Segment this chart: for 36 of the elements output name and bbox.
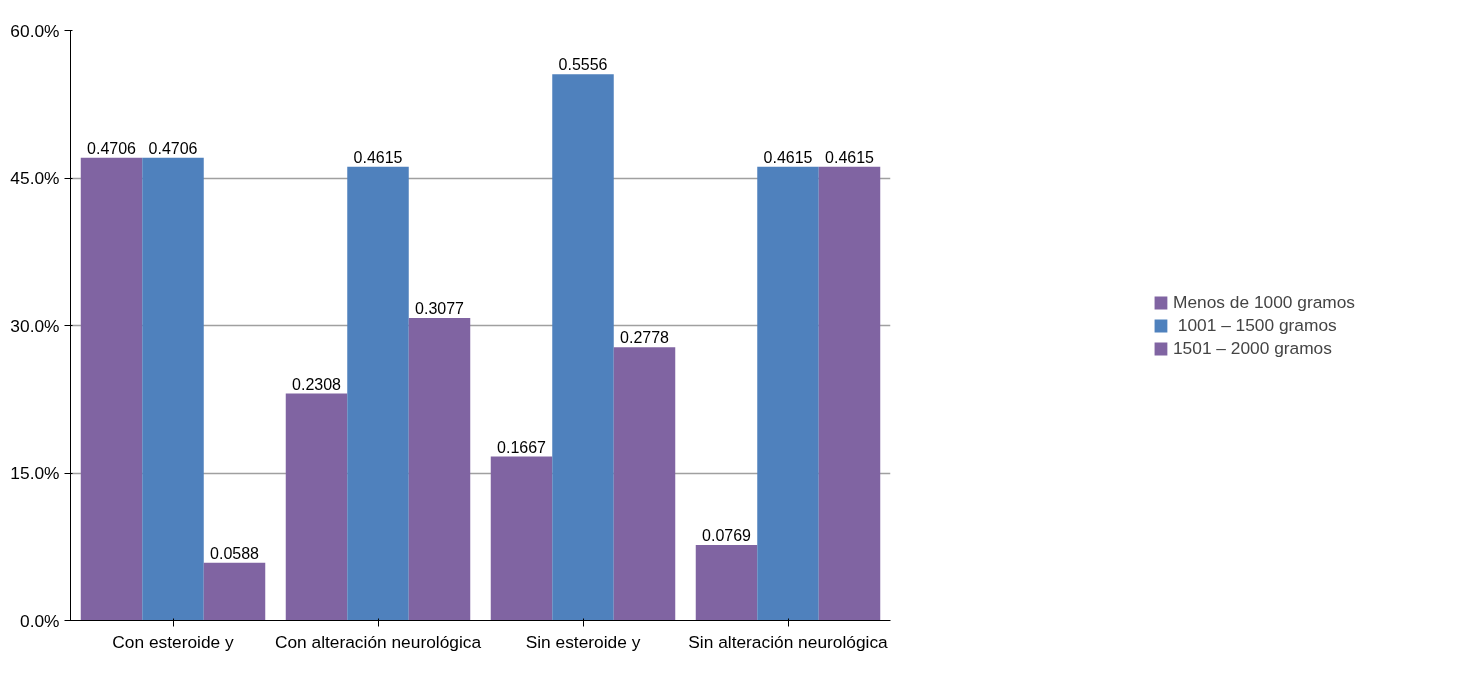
bar (142, 157, 204, 621)
bar (285, 393, 348, 621)
y-tick-label: 15.0% (10, 463, 60, 483)
bar (757, 166, 819, 621)
bar (695, 544, 758, 621)
y-tick-label: 45.0% (10, 168, 60, 188)
data-label: 0.4615 (763, 148, 813, 166)
data-label: 0.2308 (292, 375, 342, 393)
x-tick-label: Sin esteroide y (525, 631, 641, 652)
data-label: 0.4706 (148, 139, 198, 157)
x-tick-label: Con alteración neurológica (274, 631, 482, 652)
data-label: 0.4615 (825, 148, 875, 166)
data-label: 0.4706 (87, 139, 137, 157)
data-label: 0.3077 (415, 299, 465, 317)
data-label: 0.5556 (558, 56, 608, 74)
bar (203, 562, 266, 621)
bar (818, 166, 881, 621)
x-tick-label: Con esteroide y (112, 631, 235, 652)
legend-label: 1501 – 2000 gramos (1172, 337, 1332, 359)
y-tick-label: 30.0% (10, 315, 60, 336)
legend-label: 1001 – 1500 gramos (1176, 314, 1337, 336)
data-label: 0.4615 (353, 148, 403, 166)
legend-label: Menos de 1000 gramos (1172, 291, 1356, 313)
data-label: 0.0769 (702, 526, 752, 544)
bar (613, 347, 676, 621)
y-tick-label: 0.0% (20, 610, 60, 631)
x-tick-label: Sin alteración neurológica (688, 631, 889, 652)
data-label: 0.1667 (497, 438, 547, 456)
data-label: 0.0588 (210, 544, 260, 562)
bar (490, 456, 553, 621)
bar (80, 157, 143, 621)
y-tick-label: 60.0% (10, 20, 60, 41)
bar (552, 74, 614, 621)
data-label: 0.2778 (620, 329, 670, 347)
bar (347, 166, 409, 621)
bar (408, 317, 471, 621)
